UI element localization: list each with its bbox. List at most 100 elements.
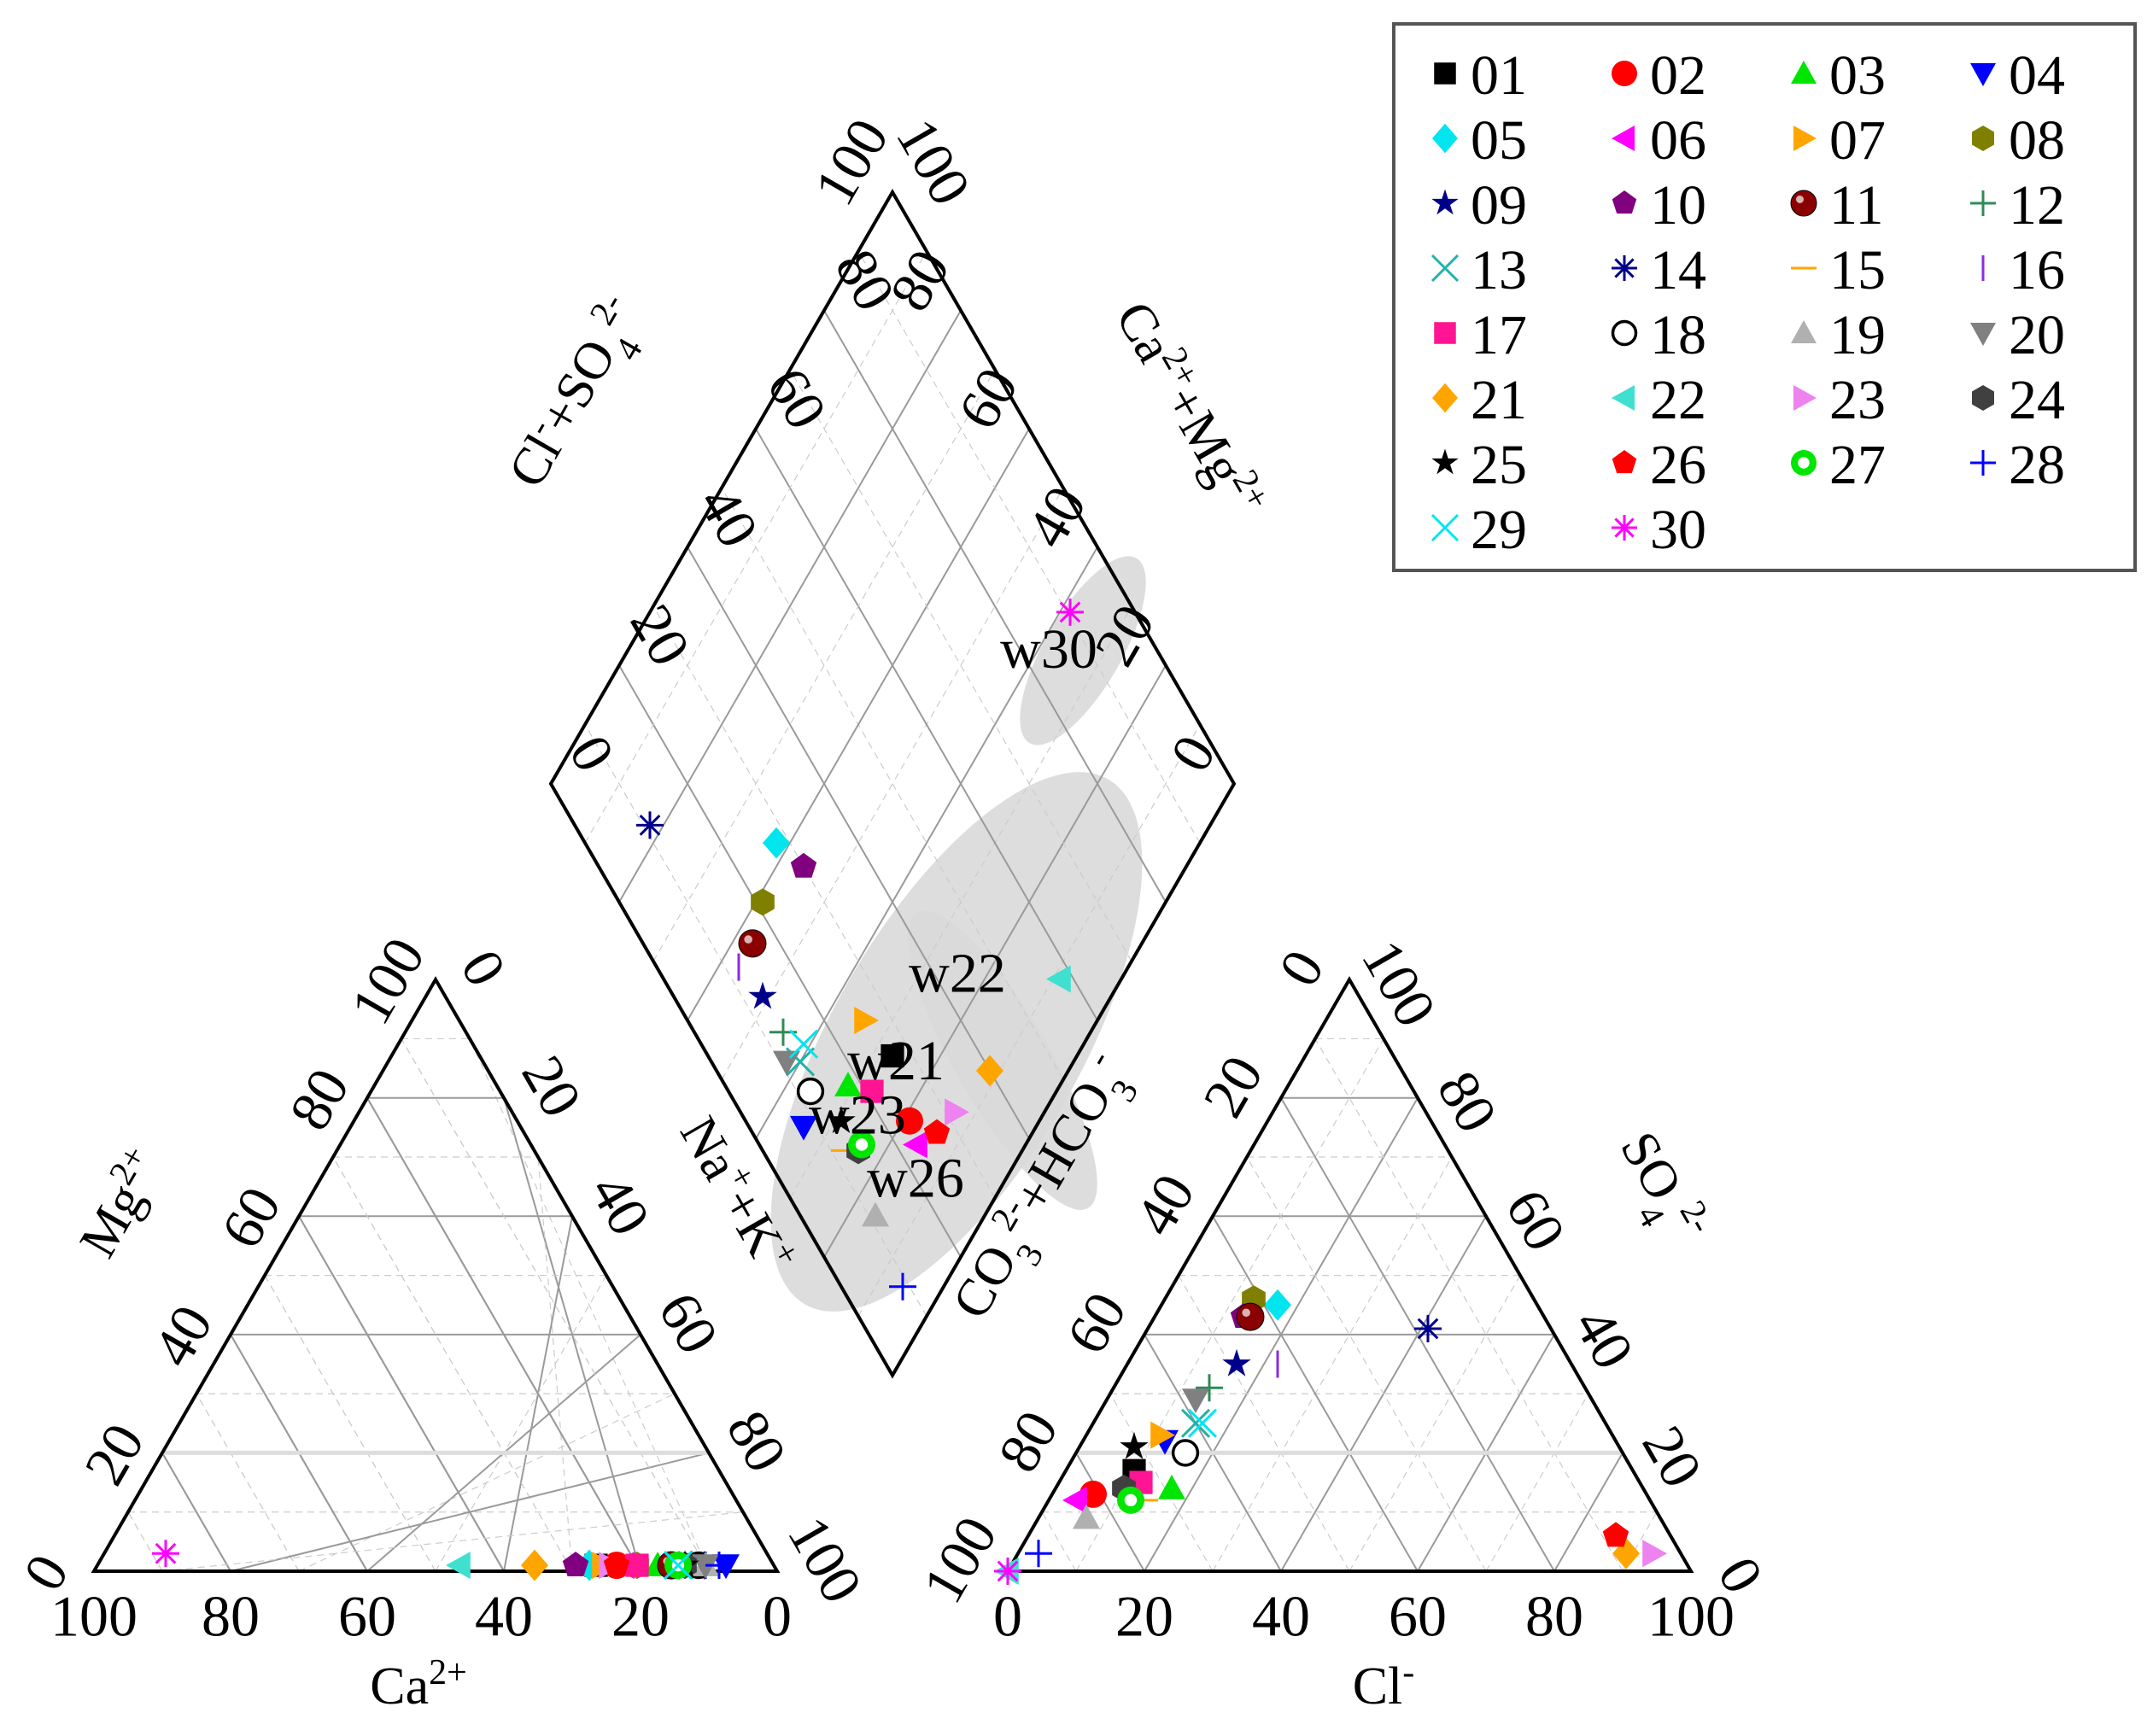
legend-marker-21: [1432, 383, 1458, 413]
diamond-point-09: [748, 981, 777, 1009]
diamond-point-06: [903, 1131, 927, 1159]
diamond-point-29: [788, 1029, 819, 1059]
diamond-camg-tick: 100: [884, 108, 984, 215]
anion-grid-line: [1280, 1097, 1555, 1572]
diamond-grid-line: [755, 428, 1098, 1021]
legend-marker-08: [1972, 126, 1994, 151]
legend-label-27: 27: [1829, 434, 1886, 496]
legend-label-03: 03: [1829, 44, 1886, 107]
cation-point-26: [603, 1552, 630, 1577]
diamond-point-14: [636, 811, 664, 839]
diamond-point-03: [834, 1072, 862, 1096]
anion-grid-line: [1178, 1275, 1350, 1572]
cation-point-22: [446, 1552, 471, 1580]
cation-grid-line: [161, 1511, 744, 1572]
diamond-point-01: [881, 1043, 904, 1068]
anion-grid-line: [1109, 1393, 1214, 1572]
cation-point-28: [705, 1552, 733, 1580]
legend-marker-25: [1431, 448, 1459, 475]
diamond-point-19: [862, 1201, 889, 1227]
anion-point-21: [1612, 1537, 1640, 1569]
cation-ca-tick: 0: [763, 1584, 792, 1649]
cation-grid-line: [435, 1275, 607, 1572]
anion-point-27: [1117, 1486, 1144, 1514]
legend-marker-30: [1612, 515, 1637, 541]
annotation-w26: w26: [867, 1148, 964, 1210]
legend-label-28: 28: [2009, 434, 2065, 496]
diamond-grid-line: [687, 428, 1030, 1021]
legend-label-16: 16: [2009, 239, 2065, 301]
cation-nak-tick: 60: [646, 1282, 731, 1365]
legend-label-10: 10: [1650, 174, 1706, 237]
legend-label-01: 01: [1471, 44, 1527, 107]
axis-label-mg: Mg2+: [65, 1139, 175, 1267]
diamond-point-10: [790, 852, 817, 878]
annotation-w30: w30: [1000, 618, 1097, 681]
anion-cl-tick: 0: [993, 1584, 1022, 1649]
legend-marker-12: [1970, 190, 1996, 216]
anion-point-25: [1120, 1431, 1149, 1459]
cation-grid-line: [264, 1275, 436, 1572]
cation-grid-line: [298, 1393, 676, 1572]
axis-label-ca: Ca2+: [370, 1653, 467, 1716]
diamond-point-22: [1046, 965, 1071, 993]
diamond-grid-line: [789, 369, 1132, 962]
anion-grid-line: [1485, 1393, 1589, 1572]
cation-ca-tick: 40: [475, 1584, 533, 1649]
legend-label-12: 12: [2009, 174, 2065, 237]
legend-marker-29: [1430, 513, 1460, 542]
anion-grid-line: [1553, 1452, 1624, 1572]
anion-point-18: [1171, 1439, 1200, 1467]
diamond-point-05: [763, 827, 790, 859]
legend-marker-20: [1970, 323, 1996, 346]
legend-label-11: 11: [1829, 174, 1884, 237]
cation-point-30: [152, 1540, 179, 1568]
cation-point-05: [576, 1549, 603, 1581]
group-ellipse-w30: [1020, 556, 1146, 745]
anion-point-11: [1236, 1302, 1265, 1331]
cation-nak-tick: 20: [509, 1045, 594, 1128]
anion-point-09: [1222, 1348, 1251, 1377]
cation-grid-line: [230, 1452, 710, 1572]
diamond-point-26: [923, 1119, 951, 1144]
diamond-point-28: [889, 1272, 916, 1301]
diamond-camg-tick: 40: [686, 476, 771, 558]
anion-point-26: [1602, 1522, 1629, 1547]
diamond-grid-line: [618, 310, 962, 903]
diamond-grid-line: [823, 310, 1167, 903]
cation-point-10: [562, 1552, 589, 1577]
anion-grid-line: [1075, 1452, 1145, 1572]
anion-cl-tick: 40: [1252, 1584, 1310, 1649]
legend-label-29: 29: [1471, 499, 1527, 561]
anion-cl-tick: 20: [1115, 1584, 1173, 1649]
legend-marker-11: [1790, 190, 1817, 217]
plot-frames: [91, 189, 1694, 1573]
anion-cl-tick: 100: [1647, 1584, 1735, 1649]
axis-label-cl-so4: Cl-+SO42-: [494, 286, 665, 505]
cation-ca-tick: 20: [611, 1584, 670, 1649]
cation-mg-tick: 100: [337, 926, 437, 1034]
cation-nak-tick: 40: [577, 1163, 663, 1246]
legend-label-25: 25: [1471, 434, 1527, 496]
anion-grid-line: [1349, 1275, 1521, 1572]
diamond-grid-line: [755, 547, 1098, 1140]
diamond-point-23: [945, 1098, 969, 1126]
legend-label-02: 02: [1650, 44, 1706, 107]
legend-label-08: 08: [2009, 109, 2065, 172]
legend-marker-27: [1791, 450, 1817, 476]
anion-point-19: [1073, 1504, 1100, 1529]
diamond-point-21: [976, 1055, 1003, 1087]
anion-grid-line: [1212, 1156, 1453, 1572]
legend: 01 02 03 04 05 06 07 08 09 10 11 12 13 14 15 16 17 18 19 20…: [1392, 22, 2137, 572]
anion-point-28: [1025, 1540, 1052, 1568]
diamond-point-07: [854, 1006, 879, 1034]
anion-cl-tick: 80: [1525, 1584, 1583, 1649]
diamond-grid-line: [652, 369, 996, 962]
legend-label-13: 13: [1471, 239, 1527, 301]
cation-nak-tick: 0: [448, 939, 519, 997]
legend-marker-17: [1434, 322, 1456, 344]
cation-mg-tick: 0: [10, 1544, 81, 1601]
legend-label-09: 09: [1471, 174, 1527, 237]
